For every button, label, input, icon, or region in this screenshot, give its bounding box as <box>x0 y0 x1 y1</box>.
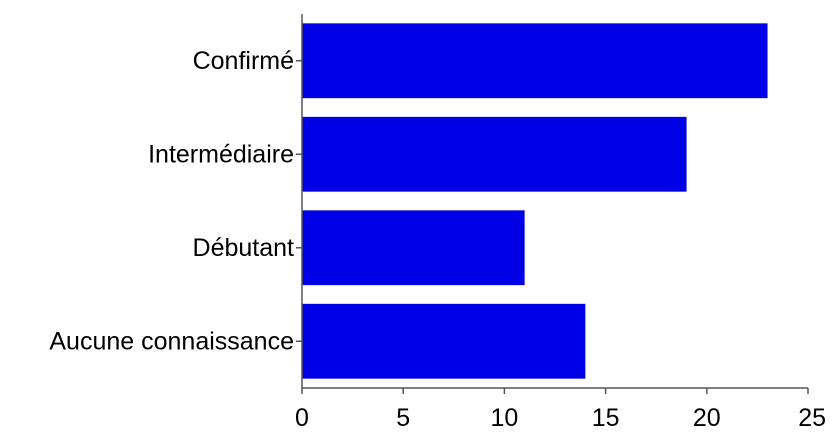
bar-3 <box>302 210 525 286</box>
bar-2 <box>302 116 687 192</box>
bars-group <box>302 23 768 379</box>
x-tick-label: 0 <box>295 404 309 432</box>
y-axis <box>296 14 303 388</box>
x-tick-label: 25 <box>798 404 826 432</box>
category-label: Intermédiaire <box>148 140 294 168</box>
x-tick-label: 10 <box>490 404 518 432</box>
bar-4 <box>302 303 586 379</box>
x-tick-label: 20 <box>693 404 721 432</box>
x-tick-label: 15 <box>592 404 620 432</box>
category-label: Débutant <box>193 234 295 262</box>
x-axis: 0 5 10 15 20 25 <box>295 387 826 432</box>
category-labels: Confirmé Intermédiaire Débutant Aucune conn… <box>49 47 294 356</box>
category-label: Aucune connaissance <box>49 327 294 355</box>
bar-1 <box>302 23 768 99</box>
category-label: Confirmé <box>193 47 294 75</box>
x-tick-label: 5 <box>396 404 410 432</box>
